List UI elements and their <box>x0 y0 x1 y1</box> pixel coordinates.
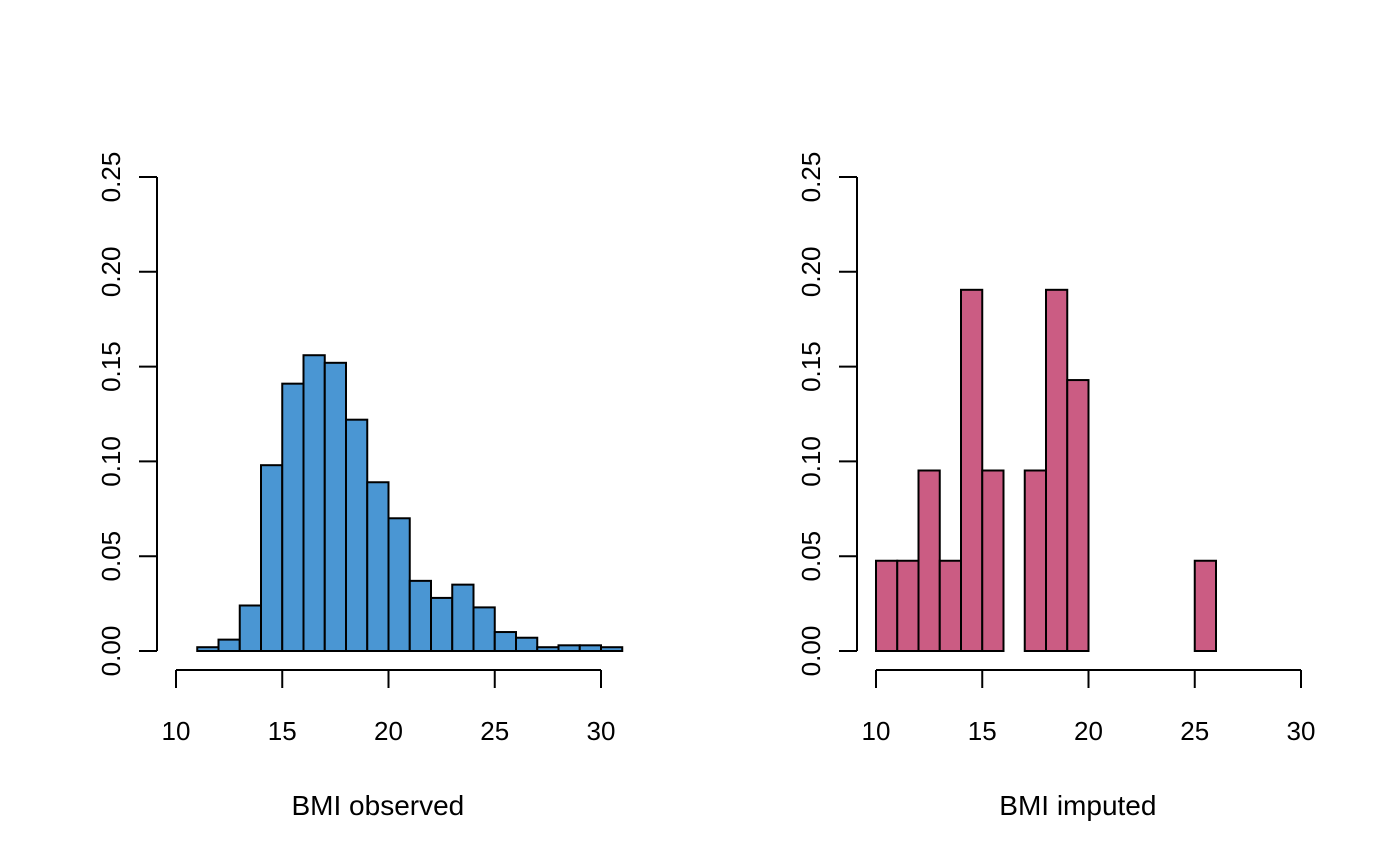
histogram-bar <box>578 644 602 653</box>
histogram-bar <box>536 646 560 653</box>
x-tick-label: 10 <box>862 716 891 746</box>
y-tick-label: 0.10 <box>96 436 126 487</box>
histogram-bar <box>1023 469 1047 652</box>
y-tick-label: 0.20 <box>796 246 826 297</box>
histogram-bar <box>281 382 305 652</box>
histogram-bar <box>451 583 475 653</box>
y-tick-label: 0.15 <box>796 341 826 392</box>
histogram-bar <box>387 517 411 653</box>
histogram-bar <box>557 644 581 653</box>
histogram-panel-imputed: 0.00 0.05 0.10 0.15 0.20 0.25 10 15 20 25 30 BMI im… <box>796 152 1315 821</box>
x-tick-label: 10 <box>162 716 191 746</box>
histogram-bar <box>896 559 920 653</box>
y-tick-label: 0.00 <box>796 626 826 677</box>
histogram-bar <box>323 361 347 652</box>
x-tick-label: 30 <box>587 716 616 746</box>
histogram-bar <box>238 604 262 652</box>
histogram-bar <box>302 354 326 652</box>
x-tick-label: 30 <box>1287 716 1316 746</box>
y-tick-label: 0.05 <box>796 531 826 582</box>
histogram-bar <box>600 646 624 653</box>
histogram-bar <box>1066 379 1090 652</box>
histogram-bar <box>430 596 454 652</box>
y-tick-label: 0.15 <box>96 341 126 392</box>
histogram-bar <box>408 579 432 653</box>
y-tick-label: 0.25 <box>96 152 126 203</box>
histogram-bar <box>472 606 496 653</box>
x-tick-label: 20 <box>374 716 403 746</box>
histogram-bar <box>1045 288 1069 652</box>
histogram-panel-observed: 0.00 0.05 0.10 0.15 0.20 0.25 10 15 20 25 30 BMI ob… <box>96 152 624 821</box>
histogram-bar <box>196 646 220 653</box>
histogram-bar <box>960 288 984 652</box>
x-tick-label: 15 <box>268 716 297 746</box>
y-tick-label: 0.10 <box>796 436 826 487</box>
histogram-bar <box>981 469 1005 652</box>
histogram-bar <box>345 418 369 652</box>
x-tick-label: 20 <box>1074 716 1103 746</box>
histogram-bar <box>875 559 899 653</box>
histogram-bar <box>917 469 941 652</box>
histogram-bar <box>515 636 539 653</box>
x-axis-title: BMI observed <box>292 790 465 821</box>
y-tick-label: 0.05 <box>96 531 126 582</box>
histogram-bar <box>493 631 517 652</box>
histogram-bar <box>217 638 241 653</box>
histogram-bar <box>1193 559 1217 653</box>
x-tick-label: 15 <box>968 716 997 746</box>
x-tick-label: 25 <box>1180 716 1209 746</box>
y-tick-label: 0.25 <box>796 152 826 203</box>
y-tick-label: 0.20 <box>96 246 126 297</box>
histogram-bar <box>260 464 284 652</box>
y-tick-label: 0.00 <box>96 626 126 677</box>
histogram-bar <box>366 481 390 653</box>
x-tick-label: 25 <box>480 716 509 746</box>
x-axis-title: BMI imputed <box>999 790 1156 821</box>
histogram-bar <box>938 559 962 653</box>
